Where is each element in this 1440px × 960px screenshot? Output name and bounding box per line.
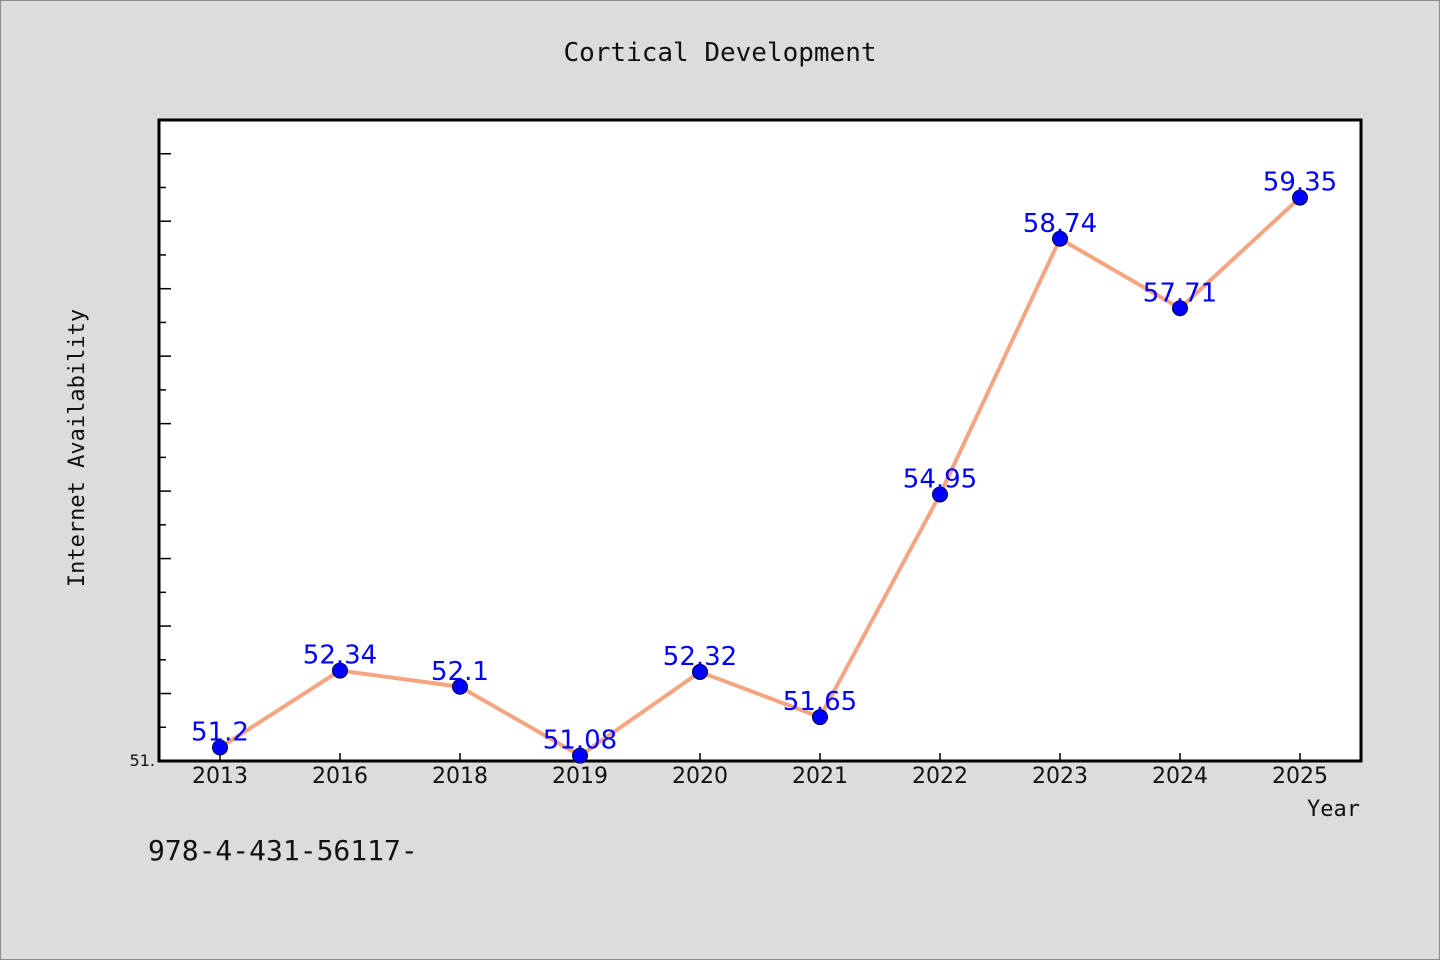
x-tick-label-2019: 2019 bbox=[552, 764, 608, 789]
data-markers bbox=[212, 189, 1308, 764]
x-tick-label-2016: 2016 bbox=[312, 764, 368, 789]
data-label-2025: 59.35 bbox=[1263, 168, 1337, 198]
series-line-group bbox=[218, 196, 1302, 758]
chart-title: Cortical Development bbox=[563, 38, 876, 68]
x-tick-label-2024: 2024 bbox=[1152, 764, 1208, 789]
data-label-2019: 51.08 bbox=[543, 726, 617, 756]
x-tick-label-2021: 2021 bbox=[792, 764, 848, 789]
data-point-2018 bbox=[452, 678, 468, 695]
y-axis-title: Internet Availability bbox=[65, 309, 90, 587]
data-label-2023: 58.74 bbox=[1023, 209, 1097, 239]
data-point-2016 bbox=[332, 662, 348, 679]
data-point-2024 bbox=[1172, 300, 1188, 317]
x-tick-label-2018: 2018 bbox=[432, 764, 488, 789]
data-label-2021: 51.65 bbox=[783, 687, 857, 717]
data-label-2018: 52.1 bbox=[431, 657, 489, 687]
data-label-2016: 52.34 bbox=[303, 641, 377, 671]
y-tick-label: 51. bbox=[130, 751, 155, 770]
series-line bbox=[218, 196, 1302, 758]
x-tick-label-2020: 2020 bbox=[672, 764, 728, 789]
x-tick-label-2023: 2023 bbox=[1032, 764, 1088, 789]
data-point-2025 bbox=[1292, 189, 1308, 206]
data-point-2020 bbox=[692, 663, 708, 680]
x-axis-title: Year bbox=[1307, 797, 1360, 822]
data-label-2022: 54.95 bbox=[903, 464, 977, 494]
x-tick-label-2013: 2013 bbox=[192, 764, 248, 789]
footer-code: 978-4-431-56117- bbox=[148, 834, 418, 867]
data-point-2021 bbox=[812, 709, 828, 726]
data-point-2023 bbox=[1052, 230, 1068, 247]
x-tick-label-2022: 2022 bbox=[912, 764, 968, 789]
x-tick-label-2025: 2025 bbox=[1272, 764, 1328, 789]
y-axis-ticks bbox=[159, 119, 171, 762]
data-label-2024: 57.71 bbox=[1143, 278, 1217, 308]
data-label-2013: 51.2 bbox=[191, 718, 249, 748]
x-tick-labels: 2013 2016 2018 2019 2020 2021 2022 2023 2024 2025 bbox=[192, 764, 1328, 789]
data-point-2013 bbox=[212, 739, 228, 756]
data-labels: 51.2 52.34 52.1 51.08 52.32 51.65 54.95 58.74 57… bbox=[191, 168, 1337, 756]
plot-area bbox=[157, 118, 1363, 763]
data-point-2019 bbox=[572, 747, 588, 764]
data-label-2020: 52.32 bbox=[663, 642, 737, 672]
data-point-2022 bbox=[932, 486, 948, 503]
